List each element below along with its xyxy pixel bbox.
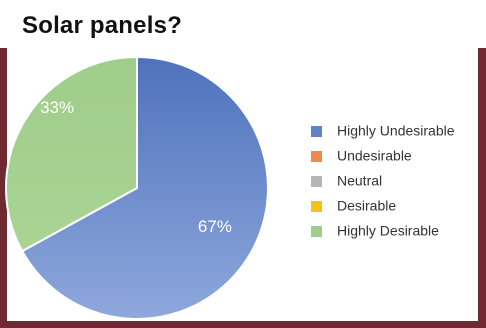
legend-swatch: [311, 176, 322, 187]
pie-slice-labels: 67% 33%: [40, 98, 232, 236]
slice-value-label: 33%: [40, 98, 74, 117]
legend-label: Undesirable: [337, 148, 412, 164]
pie-slice-highly-desirable: [5, 55, 138, 253]
page-title: Solar panels?: [22, 12, 182, 39]
pie-slice-highly-undesirable: [20, 55, 269, 320]
legend-swatch: [311, 201, 322, 212]
legend-label: Desirable: [337, 198, 396, 214]
legend-label: Neutral: [337, 173, 382, 189]
legend: Highly Undesirable Undesirable Neutral Desi…: [311, 123, 455, 239]
slice-value-label: 67%: [198, 217, 232, 236]
title-bar: Solar panels?: [0, 0, 486, 48]
legend-swatch: [311, 226, 322, 237]
legend-swatch: [311, 126, 322, 137]
legend-label: Highly Desirable: [337, 223, 439, 239]
legend-label: Highly Undesirable: [337, 123, 455, 139]
legend-swatch: [311, 151, 322, 162]
pie-slices: [5, 55, 269, 320]
